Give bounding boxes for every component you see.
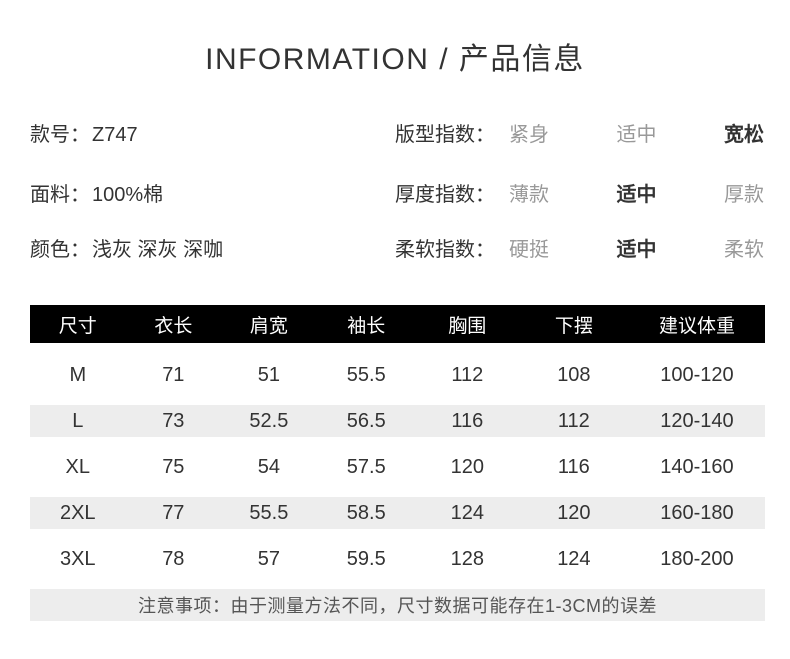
index-label: 版型指数： (395, 124, 495, 146)
header-cell-size: 尺寸 (58, 315, 97, 337)
size-table: 尺寸 衣长 肩宽 袖长 胸围 下摆 建议体重 M 71 51 55.5 112 … (30, 305, 765, 628)
table-cell: 51 (257, 363, 280, 386)
field-value: Z747 (92, 124, 138, 146)
table-cell: 58.5 (346, 501, 386, 524)
table-cell: 71 (162, 363, 185, 386)
header-cell-chest: 胸围 (448, 315, 487, 337)
table-cell: 120 (450, 455, 484, 478)
field-label: 颜色： (30, 239, 90, 261)
index-option: 柔软 (724, 239, 764, 261)
table-row-m: M 71 51 55.5 112 108 100-120 (30, 352, 765, 398)
table-cell: 112 (557, 409, 590, 432)
note-text: 注意事项：由于测量方法不同，尺寸数据可能存在1-3CM的误差 (137, 596, 657, 616)
header-cell-hem: 下摆 (554, 315, 593, 337)
index-option: 硬挺 (509, 239, 549, 261)
table-cell: 78 (162, 547, 185, 570)
table-cell: 120-140 (660, 409, 734, 432)
table-cell: 59.5 (346, 547, 386, 570)
table-row-2xl: 2XL 77 55.5 58.5 124 120 160-180 (30, 490, 765, 536)
index-label: 柔软指数： (395, 239, 495, 261)
table-cell: XL (65, 455, 90, 478)
index-option: 紧身 (509, 124, 549, 146)
table-cell: 100-120 (660, 363, 734, 386)
index-option: 适中 (616, 124, 657, 146)
table-cell: 116 (557, 455, 590, 478)
table-cell: 57 (257, 547, 280, 570)
index-options: 薄款 适中 厚款 (509, 181, 764, 209)
table-cell: 57.5 (346, 455, 386, 478)
table-row-l: L 73 52.5 56.5 116 112 120-140 (30, 398, 765, 444)
field-label: 款号： (30, 124, 90, 146)
index-option-selected: 宽松 (724, 124, 764, 146)
index-row-softness: 柔软指数： 硬挺 适中 柔软 (395, 236, 764, 264)
table-cell: 160-180 (660, 501, 734, 524)
table-cell: L (72, 409, 84, 432)
index-row-thickness: 厚度指数： 薄款 适中 厚款 (395, 181, 764, 209)
size-table-body: M 71 51 55.5 112 108 100-120 L 73 52.5 5… (30, 352, 765, 628)
table-cell: 140-160 (660, 455, 734, 478)
table-cell: 112 (451, 363, 484, 386)
table-cell: 2XL (59, 501, 96, 524)
index-option: 厚款 (724, 184, 764, 206)
table-cell: 124 (450, 501, 484, 524)
field-row-fabric: 面料： 100%棉 (30, 181, 163, 209)
note-row: 注意事项：由于测量方法不同，尺寸数据可能存在1-3CM的误差 (30, 582, 765, 628)
field-label: 面料： (30, 184, 90, 206)
field-row-style-number: 款号： Z747 (30, 121, 138, 149)
table-cell: 108 (557, 363, 591, 386)
table-cell: 128 (450, 547, 484, 570)
index-option: 薄款 (509, 184, 549, 206)
size-table-header: 尺寸 衣长 肩宽 袖长 胸围 下摆 建议体重 (30, 305, 765, 343)
header-cell-length: 衣长 (154, 315, 193, 337)
index-options: 紧身 适中 宽松 (509, 121, 764, 149)
index-label: 厚度指数： (395, 184, 495, 206)
field-value: 浅灰 深灰 深咖 (92, 239, 224, 261)
field-value: 100%棉 (92, 184, 164, 206)
table-row-xl: XL 75 54 57.5 120 116 140-160 (30, 444, 765, 490)
index-row-fit: 版型指数： 紧身 适中 宽松 (395, 121, 764, 149)
table-cell: 180-200 (660, 547, 734, 570)
table-cell: 54 (257, 455, 280, 478)
table-cell: M (69, 363, 87, 386)
table-cell: 120 (557, 501, 591, 524)
header-cell-shoulder: 肩宽 (249, 315, 288, 337)
table-cell: 73 (162, 409, 185, 432)
index-options: 硬挺 适中 柔软 (509, 236, 764, 264)
table-cell: 75 (162, 455, 185, 478)
table-cell: 52.5 (249, 409, 289, 432)
page-title: INFORMATION / 产品信息 (205, 43, 585, 76)
field-row-color: 颜色： 浅灰 深灰 深咖 (30, 236, 223, 264)
table-cell: 55.5 (346, 363, 386, 386)
table-row-3xl: 3XL 78 57 59.5 128 124 180-200 (30, 536, 765, 582)
table-cell: 56.5 (346, 409, 386, 432)
table-cell: 3XL (59, 547, 96, 570)
table-cell: 116 (451, 409, 484, 432)
table-cell: 55.5 (249, 501, 289, 524)
header-cell-sleeve: 袖长 (347, 315, 386, 337)
index-option-selected: 适中 (616, 239, 657, 261)
table-cell: 124 (557, 547, 591, 570)
table-cell: 77 (162, 501, 185, 524)
index-option-selected: 适中 (616, 184, 657, 206)
header-cell-weight: 建议体重 (658, 315, 735, 337)
